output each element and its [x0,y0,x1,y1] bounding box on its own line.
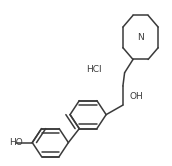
Text: HO: HO [9,138,23,147]
Text: N: N [137,33,144,42]
Text: OH: OH [130,92,143,101]
Text: HCl: HCl [86,65,102,74]
